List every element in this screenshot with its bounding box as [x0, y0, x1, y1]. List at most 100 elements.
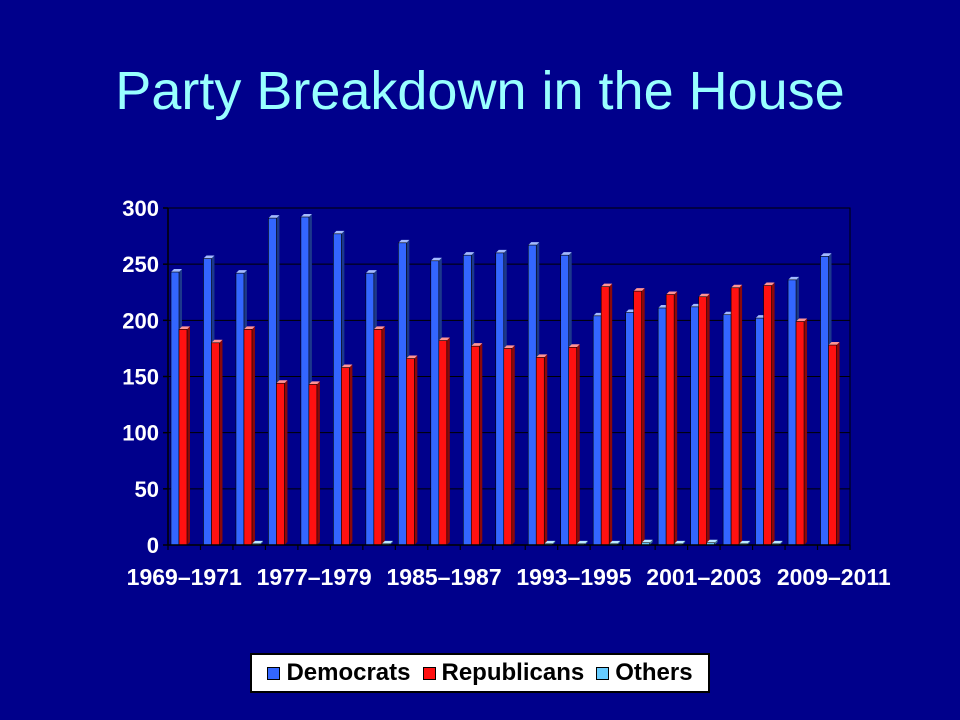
- bar-side: [649, 539, 653, 545]
- bar-face: [341, 367, 350, 546]
- bar-side: [706, 293, 710, 545]
- bar-top: [706, 539, 718, 543]
- bar-face: [763, 285, 772, 546]
- bar-side: [771, 282, 775, 545]
- bar-top: [373, 326, 385, 330]
- bar-republicans-2: [243, 326, 255, 546]
- bar-top: [820, 253, 832, 257]
- bar-republicans-4: [308, 381, 320, 546]
- bar-top: [235, 270, 247, 274]
- y-tick-label: 150: [122, 365, 159, 390]
- bar-top: [308, 381, 320, 385]
- bar-top: [771, 540, 783, 544]
- bar-side: [414, 355, 418, 545]
- bar-face: [527, 244, 537, 546]
- bar-republicans-3: [276, 380, 288, 546]
- bar-top: [471, 343, 483, 347]
- bar-republicans-6: [373, 326, 385, 546]
- legend: Democrats Republicans Others: [250, 653, 710, 693]
- bar-top: [300, 213, 312, 217]
- bar-top: [528, 242, 540, 246]
- bar-top: [495, 249, 507, 253]
- bars: [170, 213, 840, 546]
- bar-face: [495, 252, 505, 546]
- bar-top: [560, 252, 572, 256]
- bar-top: [796, 318, 808, 322]
- bar-side: [381, 326, 385, 545]
- bar-chart: 0 50 100 150 200 250 300 1969–1971 1977–1979 198…: [122, 196, 891, 590]
- bar-side: [836, 342, 840, 545]
- bar-top: [251, 540, 263, 544]
- x-tick-label: 2009–2011: [777, 564, 891, 590]
- bar-top: [243, 326, 255, 330]
- bar-top: [763, 282, 775, 286]
- bar-face: [268, 217, 277, 546]
- bar-side: [511, 345, 515, 545]
- legend-label: Republicans: [441, 659, 585, 686]
- bar-side: [544, 354, 548, 545]
- bar-face: [300, 216, 310, 546]
- bar-top: [171, 269, 182, 273]
- bar-face: [430, 260, 440, 546]
- bar-side: [714, 539, 718, 545]
- y-axis-ticks: 0 50 100 150 200 250 300: [122, 196, 168, 558]
- bar-top: [398, 239, 410, 243]
- bar-top: [641, 539, 653, 543]
- bar-face: [203, 258, 212, 546]
- bar-side: [779, 540, 783, 545]
- bar-side: [187, 326, 190, 545]
- bar-side: [349, 364, 353, 545]
- bar-side: [804, 318, 808, 545]
- bar-republicans-8: [438, 337, 450, 546]
- y-tick-label: 200: [122, 308, 159, 333]
- bar-face: [828, 344, 837, 546]
- bar-face: [568, 346, 578, 546]
- bar-face: [438, 340, 448, 546]
- bar-republicans-16: [698, 293, 710, 546]
- x-tick-label: 1977–1979: [257, 564, 372, 590]
- bar-republicans-9: [470, 343, 483, 546]
- x-tick-label: 1985–1987: [386, 564, 501, 590]
- bar-face: [560, 254, 570, 546]
- bar-face: [657, 307, 667, 546]
- bar-top: [731, 284, 743, 288]
- bar-top: [268, 215, 280, 219]
- bar-top: [179, 326, 190, 330]
- y-tick-label: 100: [122, 421, 159, 446]
- y-tick-label: 250: [122, 252, 159, 277]
- bar-side: [251, 326, 255, 545]
- legend-swatch: [267, 666, 281, 680]
- bar-side: [674, 291, 678, 545]
- bar-top: [601, 283, 613, 287]
- bar-side: [552, 540, 556, 545]
- bar-top: [211, 339, 223, 343]
- bar-republicans-14: [633, 288, 645, 546]
- bar-side: [584, 540, 588, 545]
- bar-top: [430, 257, 442, 261]
- bar-face: [178, 329, 188, 546]
- bar-side: [284, 380, 288, 545]
- bar-top: [463, 252, 475, 256]
- bar-side: [259, 540, 263, 545]
- legend-label: Democrats: [286, 659, 411, 686]
- bar-face: [633, 290, 642, 546]
- bar-face: [308, 384, 318, 546]
- bar-top: [341, 364, 353, 368]
- bar-republicans-5: [341, 364, 353, 546]
- bar-side: [617, 540, 621, 545]
- bar-face: [755, 317, 764, 546]
- bar-top: [406, 355, 418, 359]
- bar-side: [739, 284, 743, 545]
- bar-top: [739, 540, 751, 544]
- x-tick-label: 1969–1971: [127, 564, 242, 590]
- bar-face: [795, 321, 805, 546]
- x-axis-ticks: 1969–1971 1977–1979 1985–1987 1993–1995 2001…: [127, 545, 891, 590]
- y-tick-label: 300: [122, 196, 159, 221]
- bar-top: [503, 345, 515, 349]
- bar-face: [235, 272, 245, 546]
- bar-face: [730, 287, 740, 546]
- bar-face: [592, 315, 602, 546]
- bar-face: [787, 279, 797, 546]
- y-tick-label: 0: [147, 533, 159, 558]
- bar-top: [365, 270, 377, 274]
